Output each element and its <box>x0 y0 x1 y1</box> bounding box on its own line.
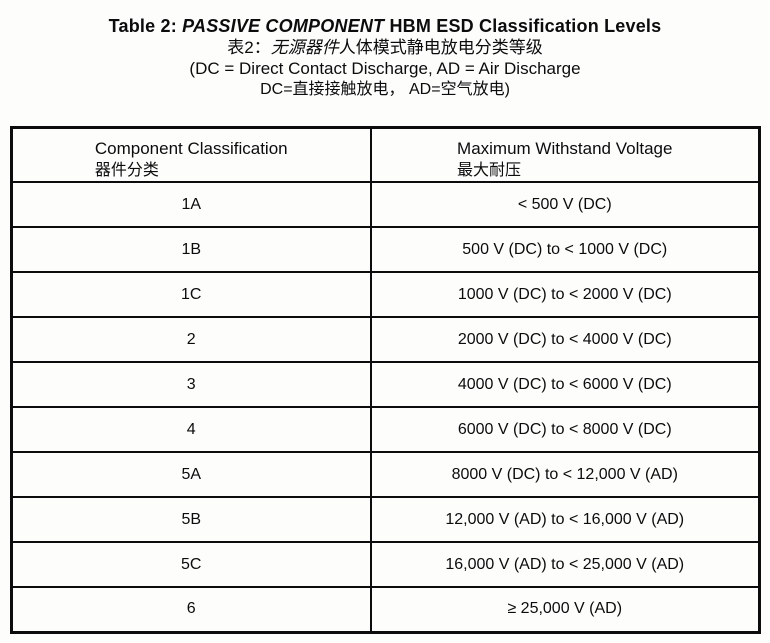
classification-cell: 5B <box>10 496 372 543</box>
title-zh-prefix: 表2： <box>227 38 271 57</box>
table-row: 5C 16,000 V (AD) to < 25,000 V (AD) <box>10 541 761 588</box>
table-title-zh: 表2：无源器件人体模式静电放电分类等级 <box>0 37 770 58</box>
voltage-cell: 1000 V (DC) to < 2000 V (DC) <box>369 271 761 318</box>
classification-cell: 3 <box>10 361 372 408</box>
classification-cell: 2 <box>10 316 372 363</box>
header-text-block: Component Classification 器件分类 <box>95 138 288 181</box>
table-row: 1C 1000 V (DC) to < 2000 V (DC) <box>10 271 761 318</box>
classification-cell: 4 <box>10 406 372 453</box>
esd-classification-table: Component Classification 器件分类 Maximum Wi… <box>10 126 761 634</box>
table-title-en: Table 2: PASSIVE COMPONENT HBM ESD Class… <box>0 15 770 37</box>
header-label-en: Component Classification <box>94 139 288 158</box>
voltage-cell: 12,000 V (AD) to < 16,000 V (AD) <box>369 496 761 543</box>
voltage-cell: 16,000 V (AD) to < 25,000 V (AD) <box>369 541 761 588</box>
voltage-cell: 4000 V (DC) to < 6000 V (DC) <box>369 361 761 408</box>
header-text-block: Maximum Withstand Voltage 最大耐压 <box>457 138 672 181</box>
title-italic-en: PASSIVE COMPONENT <box>182 16 385 36</box>
legend-line-en: (DC = Direct Contact Discharge, AD = Air… <box>189 59 581 78</box>
table-title-block: Table 2: PASSIVE COMPONENT HBM ESD Class… <box>0 15 770 100</box>
classification-cell: 1A <box>10 181 372 228</box>
table-row: 5B 12,000 V (AD) to < 16,000 V (AD) <box>10 496 761 543</box>
title-prefix: Table 2: <box>108 16 183 36</box>
header-label-en: Maximum Withstand Voltage <box>457 139 673 158</box>
legend-line-zh: DC=直接接触放电， AD=空气放电) <box>260 81 510 98</box>
title-italic-zh: 无源器件 <box>270 38 339 57</box>
table-row: 2 2000 V (DC) to < 4000 V (DC) <box>10 316 761 363</box>
table-row: 3 4000 V (DC) to < 6000 V (DC) <box>10 361 761 408</box>
table-row: 5A 8000 V (DC) to < 12,000 V (AD) <box>10 451 761 498</box>
voltage-cell: 8000 V (DC) to < 12,000 V (AD) <box>369 451 761 498</box>
table-row: 4 6000 V (DC) to < 8000 V (DC) <box>10 406 761 453</box>
title-zh-suffix: 人体模式静电放电分类等级 <box>338 38 543 57</box>
title-suffix: HBM ESD Classification Levels <box>384 16 662 36</box>
classification-cell: 6 <box>10 586 372 633</box>
table-row: 1A < 500 V (DC) <box>10 181 761 228</box>
header-cell-max-withstand-voltage: Maximum Withstand Voltage 最大耐压 <box>369 126 761 183</box>
classification-cell: 1C <box>10 271 372 318</box>
header-cell-component-classification: Component Classification 器件分类 <box>10 126 372 183</box>
table-row: 1B 500 V (DC) to < 1000 V (DC) <box>10 226 761 273</box>
table-row: 6 ≥ 25,000 V (AD) <box>10 586 761 633</box>
voltage-cell: 500 V (DC) to < 1000 V (DC) <box>369 226 761 273</box>
header-label-zh: 最大耐压 <box>457 162 522 179</box>
classification-cell: 5C <box>10 541 372 588</box>
voltage-cell: < 500 V (DC) <box>369 181 761 228</box>
classification-cell: 5A <box>10 451 372 498</box>
voltage-cell: 2000 V (DC) to < 4000 V (DC) <box>369 316 761 363</box>
header-label-zh: 器件分类 <box>94 162 159 179</box>
classification-cell: 1B <box>10 226 372 273</box>
voltage-cell: ≥ 25,000 V (AD) <box>369 586 761 633</box>
voltage-cell: 6000 V (DC) to < 8000 V (DC) <box>369 406 761 453</box>
table-header-row: Component Classification 器件分类 Maximum Wi… <box>10 126 761 183</box>
